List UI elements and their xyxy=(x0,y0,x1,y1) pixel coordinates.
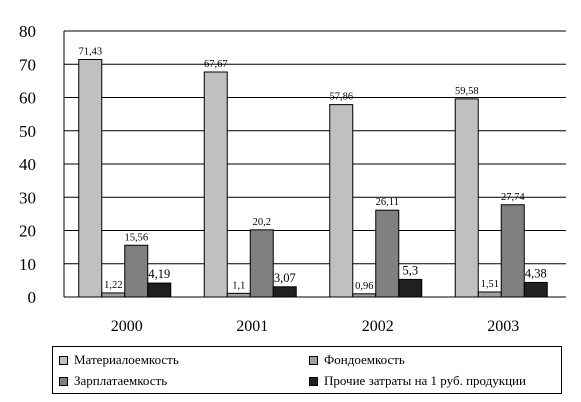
y-tick-label: 30 xyxy=(19,188,36,207)
x-tick-label: 2001 xyxy=(236,318,268,335)
bar xyxy=(500,204,525,298)
legend-item: Прочие затраты на 1 руб. продукции xyxy=(309,374,526,388)
data-label: 71,43 xyxy=(78,46,102,57)
legend-swatch xyxy=(309,376,318,386)
bar xyxy=(101,292,126,298)
y-tick-label: 70 xyxy=(19,55,36,74)
legend-item: Фондоемкость xyxy=(309,353,405,367)
data-label: 15,56 xyxy=(124,232,148,243)
legend-item: Зарплатаемкость xyxy=(59,374,167,388)
data-label: 1,22 xyxy=(104,280,122,291)
bar xyxy=(272,286,297,298)
data-label: 20,2 xyxy=(253,217,271,228)
legend-item: Материалоемкость xyxy=(59,353,179,367)
bars xyxy=(78,58,548,298)
legend-swatch xyxy=(309,355,318,365)
bar xyxy=(124,244,149,298)
y-tick-label: 80 xyxy=(19,22,36,41)
x-tick-label: 2003 xyxy=(487,318,519,335)
data-label: 4,19 xyxy=(148,267,170,281)
data-label: 27,74 xyxy=(501,192,525,203)
bar xyxy=(477,291,502,298)
x-tick-label: 2000 xyxy=(111,318,143,335)
bar xyxy=(523,281,548,298)
data-label: 59,58 xyxy=(455,86,479,97)
legend-label: Прочие затраты на 1 руб. продукции xyxy=(324,373,526,388)
bar xyxy=(249,229,274,298)
data-label: 5,3 xyxy=(402,263,418,277)
x-axis: 2000 2001 2002 2003 xyxy=(64,296,566,335)
data-label: 0,96 xyxy=(355,281,373,292)
bar xyxy=(78,58,103,298)
x-tick-label: 2002 xyxy=(362,318,394,335)
bar xyxy=(147,282,172,298)
data-label: 3,07 xyxy=(274,271,296,285)
data-label: 1,51 xyxy=(481,279,499,290)
bar xyxy=(375,209,400,298)
bar xyxy=(203,71,228,298)
y-tick-label: 40 xyxy=(19,155,36,174)
y-tick-label: 50 xyxy=(19,122,36,141)
y-tick-label: 20 xyxy=(19,222,36,241)
legend-swatch xyxy=(59,376,68,386)
y-tick-label: 60 xyxy=(19,89,36,108)
y-tick-label: 10 xyxy=(19,255,36,274)
legend-label: Материалоемкость xyxy=(74,352,179,367)
y-axis: 0 10 20 30 40 50 60 70 80 xyxy=(19,22,65,307)
data-labels: 71,43 1,22 15,56 4,19 67,67 1,1 20,2 3,07 57,86 0… xyxy=(78,46,546,291)
legend-swatch xyxy=(59,355,68,365)
bar xyxy=(454,98,479,298)
y-tick-label: 0 xyxy=(28,288,37,307)
data-label: 1,1 xyxy=(232,280,245,291)
legend-label: Зарплатаемкость xyxy=(74,373,168,388)
data-label: 26,11 xyxy=(376,197,399,208)
legend-label: Фондоемкость xyxy=(324,352,405,367)
bar xyxy=(398,278,423,298)
gridlines xyxy=(64,30,566,265)
bar xyxy=(226,292,251,298)
data-label: 57,86 xyxy=(329,92,353,103)
bar xyxy=(329,104,354,298)
data-label: 67,67 xyxy=(204,59,228,70)
data-label: 4,38 xyxy=(525,266,547,280)
legend: Материалоемкость Фондоемкость Зарплатаемко… xyxy=(52,346,562,394)
